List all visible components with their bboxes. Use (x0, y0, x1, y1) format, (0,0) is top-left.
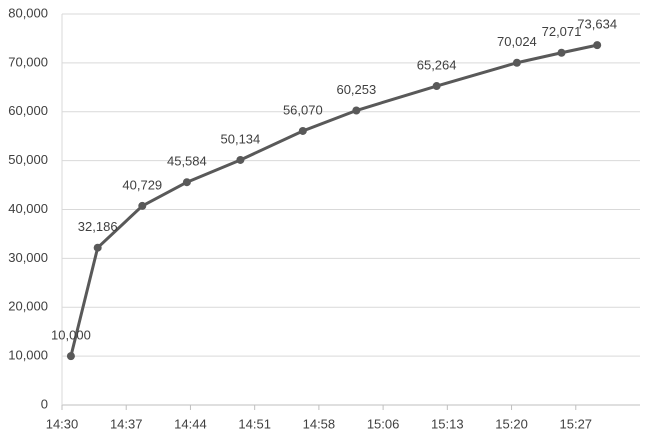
data-label: 60,253 (336, 82, 376, 97)
marker (236, 155, 245, 164)
y-tick-label: 40,000 (8, 201, 48, 216)
data-label: 73,634 (577, 17, 617, 32)
marker (512, 58, 521, 67)
y-tick-label: 10,000 (8, 348, 48, 363)
y-tick-label: 60,000 (8, 103, 48, 118)
x-tick-label: 14:44 (174, 416, 207, 431)
marker (66, 352, 75, 361)
marker (138, 201, 147, 210)
x-tick-label: 14:30 (46, 416, 79, 431)
marker (593, 41, 602, 50)
y-tick-label: 80,000 (8, 5, 48, 20)
y-tick-label: 70,000 (8, 54, 48, 69)
marker (557, 48, 566, 57)
data-label: 40,729 (122, 177, 162, 192)
data-label: 72,071 (542, 24, 582, 39)
marker (298, 126, 307, 135)
y-tick-label: 20,000 (8, 299, 48, 314)
data-label: 32,186 (78, 219, 118, 234)
x-tick-label: 14:51 (238, 416, 271, 431)
marker (352, 106, 361, 115)
x-tick-label: 15:27 (560, 416, 593, 431)
marker (432, 82, 441, 91)
data-label: 65,264 (417, 57, 457, 72)
y-tick-label: 50,000 (8, 152, 48, 167)
marker (182, 178, 191, 187)
data-label: 56,070 (283, 102, 323, 117)
x-tick-label: 15:06 (367, 416, 400, 431)
y-tick-label: 0 (41, 396, 48, 411)
x-tick-label: 14:37 (110, 416, 143, 431)
x-tick-label: 15:13 (431, 416, 464, 431)
data-label: 50,134 (221, 131, 261, 146)
data-label: 45,584 (167, 154, 207, 169)
line (69, 43, 598, 357)
data-label: 70,024 (497, 34, 537, 49)
data-label: 10,000 (51, 328, 91, 343)
marker (93, 243, 102, 252)
y-tick-label: 30,000 (8, 250, 48, 265)
x-tick-label: 15:20 (495, 416, 528, 431)
x-tick-label: 14:58 (303, 416, 336, 431)
